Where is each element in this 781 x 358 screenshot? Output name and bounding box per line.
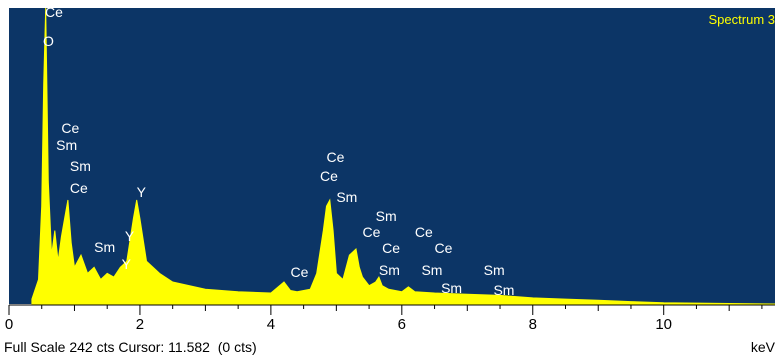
x-axis-ticks bbox=[8, 305, 763, 315]
peak-label: Ce bbox=[290, 264, 309, 281]
peak-label: Ce bbox=[434, 239, 453, 256]
peak-label: O bbox=[43, 33, 54, 50]
full-scale-cursor-readout: Full Scale 242 cts Cursor: 11.582 (0 cts… bbox=[4, 339, 257, 355]
peak-label: Sm bbox=[441, 280, 463, 297]
spectrum-area bbox=[31, 7, 776, 305]
x-tick-label: 8 bbox=[528, 316, 537, 333]
peak-label: Sm bbox=[421, 261, 443, 278]
x-tick-label: 2 bbox=[135, 316, 145, 333]
peak-label: Ce bbox=[414, 224, 433, 241]
peak-label: Ce bbox=[45, 3, 63, 20]
x-tick-label: 4 bbox=[266, 316, 276, 333]
peak-label: Y bbox=[121, 255, 131, 272]
peak-label: Y bbox=[136, 183, 146, 200]
x-tick-label: 6 bbox=[397, 316, 406, 333]
peak-label: Sm bbox=[483, 261, 505, 278]
spectrum-title: Spectrum 3 bbox=[708, 12, 775, 27]
x-tick-label: 0 bbox=[4, 316, 14, 333]
peak-label: Ce bbox=[61, 120, 80, 137]
x-tick-label: 10 bbox=[655, 316, 673, 333]
peak-label: Sm bbox=[56, 137, 78, 154]
peak-label: Sm bbox=[375, 208, 397, 225]
peak-label: Sm bbox=[336, 188, 358, 205]
peak-label: Ce bbox=[382, 239, 401, 256]
peak-label: Sm bbox=[378, 261, 400, 278]
peak-label: Sm bbox=[493, 281, 515, 298]
peak-label: Y bbox=[124, 227, 135, 244]
x-axis-unit-label: keV bbox=[750, 339, 775, 355]
peak-label: Sm bbox=[69, 158, 91, 174]
peak-label: Ce bbox=[362, 224, 381, 241]
peak-label: Ce bbox=[326, 149, 345, 166]
peak-label: Ce bbox=[319, 167, 338, 184]
peak-label: Sm bbox=[94, 238, 116, 255]
peak-label: Ce bbox=[69, 180, 88, 197]
